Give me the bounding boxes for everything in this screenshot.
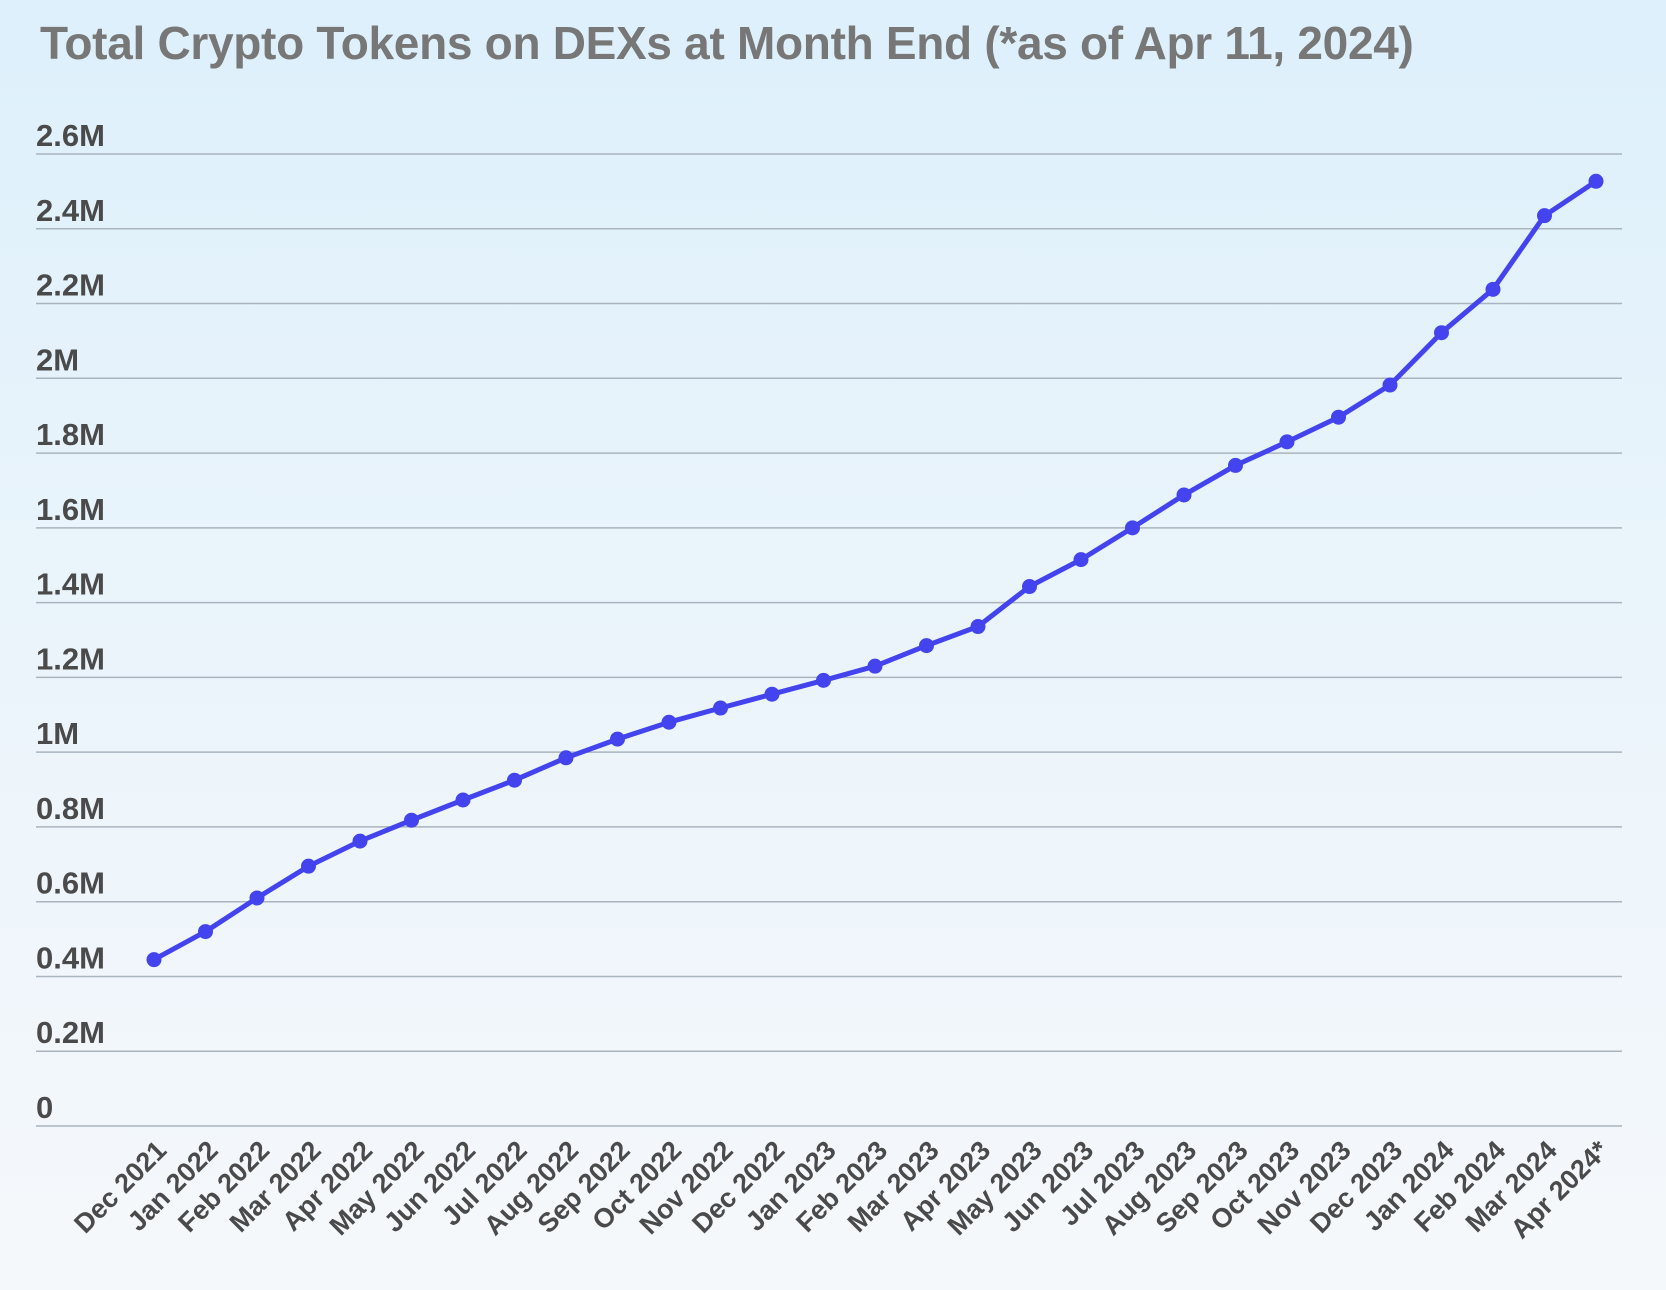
gridlines (36, 153, 1622, 1127)
y-tick-label: 1M (36, 716, 79, 751)
data-point (764, 686, 780, 702)
data-point (661, 714, 677, 730)
y-tick-label: 2.6M (36, 118, 105, 153)
data-point (1228, 457, 1243, 473)
data-point (970, 619, 986, 635)
data-point (919, 638, 934, 654)
data-point (1382, 377, 1398, 393)
data-point (507, 772, 522, 788)
data-point (404, 812, 419, 828)
y-tick-label: 0.8M (36, 791, 105, 826)
data-point (198, 924, 213, 940)
series-line (151, 178, 1599, 963)
data-point (146, 952, 162, 968)
y-tick-label: 2.4M (36, 193, 105, 228)
y-tick-label: 2M (36, 342, 79, 377)
data-point (867, 658, 883, 674)
data-point (610, 731, 625, 747)
data-point (816, 672, 831, 688)
data-point (1073, 552, 1089, 568)
y-axis-tick-labels: 0 0.2M 0.4M 0.6M 0.8M 1M 1.2M 1.4M 1.6M 1.8M 2M 2.2… (36, 118, 105, 1125)
y-tick-label: 0.2M (36, 1015, 105, 1050)
y-tick-label: 1.6M (36, 492, 105, 527)
data-point (249, 890, 265, 906)
y-tick-label: 0 (36, 1090, 53, 1125)
data-point (455, 792, 471, 808)
y-tick-label: 0.4M (36, 940, 105, 975)
data-point (352, 833, 368, 849)
data-point (301, 858, 316, 874)
y-tick-label: 0.6M (36, 866, 105, 901)
data-series (146, 173, 1604, 968)
data-point (1485, 281, 1501, 297)
data-point (1588, 173, 1604, 189)
y-tick-label: 1.2M (36, 641, 105, 676)
y-tick-label: 1.4M (36, 567, 105, 602)
data-point (1022, 579, 1037, 595)
y-tick-label: 2.2M (36, 268, 105, 303)
data-point (1434, 325, 1449, 341)
data-point (1537, 208, 1552, 224)
data-point (558, 750, 574, 766)
data-point (1331, 409, 1346, 425)
y-tick-label: 1.8M (36, 417, 105, 452)
data-point (713, 700, 728, 716)
chart-title: Total Crypto Tokens on DEXs at Month End… (40, 17, 1414, 69)
data-point (1176, 487, 1192, 503)
data-point (1125, 520, 1140, 536)
data-point (1279, 434, 1295, 450)
